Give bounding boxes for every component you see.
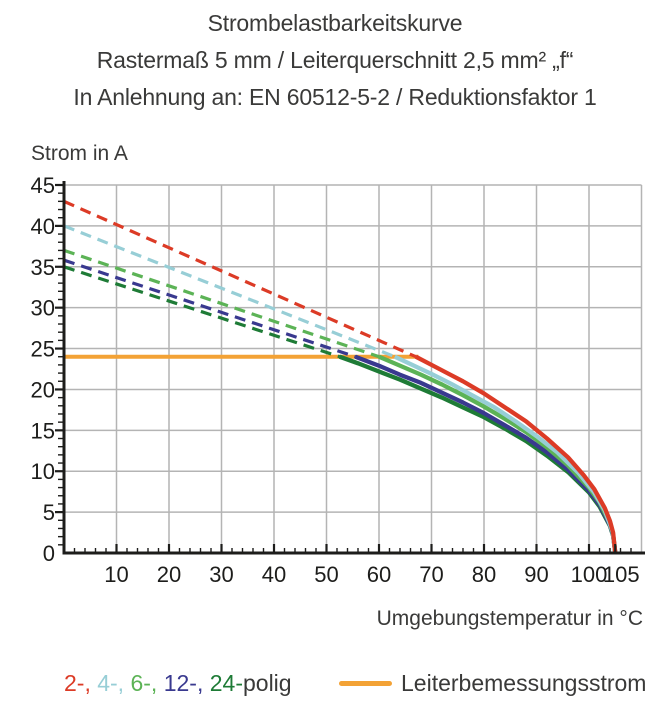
curve-4-polig-dashed xyxy=(63,224,396,359)
y-tick-label: 10 xyxy=(31,459,55,484)
grid-lines xyxy=(64,184,643,553)
legend-pole-suffix: polig xyxy=(242,670,292,696)
curve-6-polig-dashed xyxy=(63,248,380,359)
x-tick-label: 100 xyxy=(571,562,608,587)
x-tick-label: 60 xyxy=(367,562,391,587)
y-tick-label: 15 xyxy=(31,418,55,443)
y-tick-label: 40 xyxy=(31,214,55,239)
legend-pole-counts: 2-, 4-, 6-, 12-, 24-polig xyxy=(64,669,292,697)
x-tick-label: 40 xyxy=(262,562,286,587)
title-block: Strombelastbarkeitskurve Rastermaß 5 mm … xyxy=(0,5,670,116)
x-axis-title: Umgebungstemperatur in °C xyxy=(376,607,643,630)
y-tick-label: 20 xyxy=(31,377,55,402)
y-tick-label: 25 xyxy=(31,337,55,362)
legend-pole-item: 4-, xyxy=(97,670,125,696)
rated-current-label: Leiterbemessungsstrom xyxy=(401,670,647,696)
y-tick-label: 35 xyxy=(31,255,55,280)
legend-pole-item: 12-, xyxy=(163,670,204,696)
curve-12-polig-solid xyxy=(354,354,618,554)
x-tick-label: 10 xyxy=(104,562,128,587)
y-tick-label: 45 xyxy=(31,173,55,198)
y-tick-label: 0 xyxy=(43,541,55,566)
y-tick-label: 30 xyxy=(31,296,55,321)
legend-pole-item: 2-, xyxy=(64,670,91,696)
rated-current-line-swatch xyxy=(339,680,392,686)
x-tick-label: 80 xyxy=(472,562,496,587)
y-tick-label: 5 xyxy=(43,500,55,525)
curve-24-polig-dashed xyxy=(63,265,341,359)
curve-24-polig-solid xyxy=(338,354,618,554)
chart-subtitle-2: In Anlehnung an: EN 60512-5-2 / Reduktio… xyxy=(73,84,597,110)
x-tick-label: 20 xyxy=(157,562,181,587)
x-tick-label: 105 xyxy=(603,562,640,587)
legend-pole-item: 24- xyxy=(209,670,243,696)
legend-pole-item: 6-, xyxy=(130,670,158,696)
tick-marks xyxy=(55,183,632,553)
curve-12-polig-dashed xyxy=(63,258,356,359)
x-tick-label: 50 xyxy=(314,562,338,587)
series-curves xyxy=(63,199,618,554)
curve-2-polig-solid xyxy=(414,354,618,554)
legend-rated-current: Leiterbemessungsstrom xyxy=(339,669,646,697)
x-tick-label: 70 xyxy=(419,562,443,587)
x-tick-label: 30 xyxy=(209,562,233,587)
chart-subtitle-1: Rastermaß 5 mm / Leiterquerschnitt 2,5 m… xyxy=(96,47,574,73)
curve-2-polig-dashed xyxy=(63,199,417,359)
axes xyxy=(62,181,645,555)
x-tick-label: 90 xyxy=(524,562,548,587)
chart-title: Strombelastbarkeitskurve xyxy=(207,10,463,36)
y-axis-title: Strom in A xyxy=(31,142,128,165)
